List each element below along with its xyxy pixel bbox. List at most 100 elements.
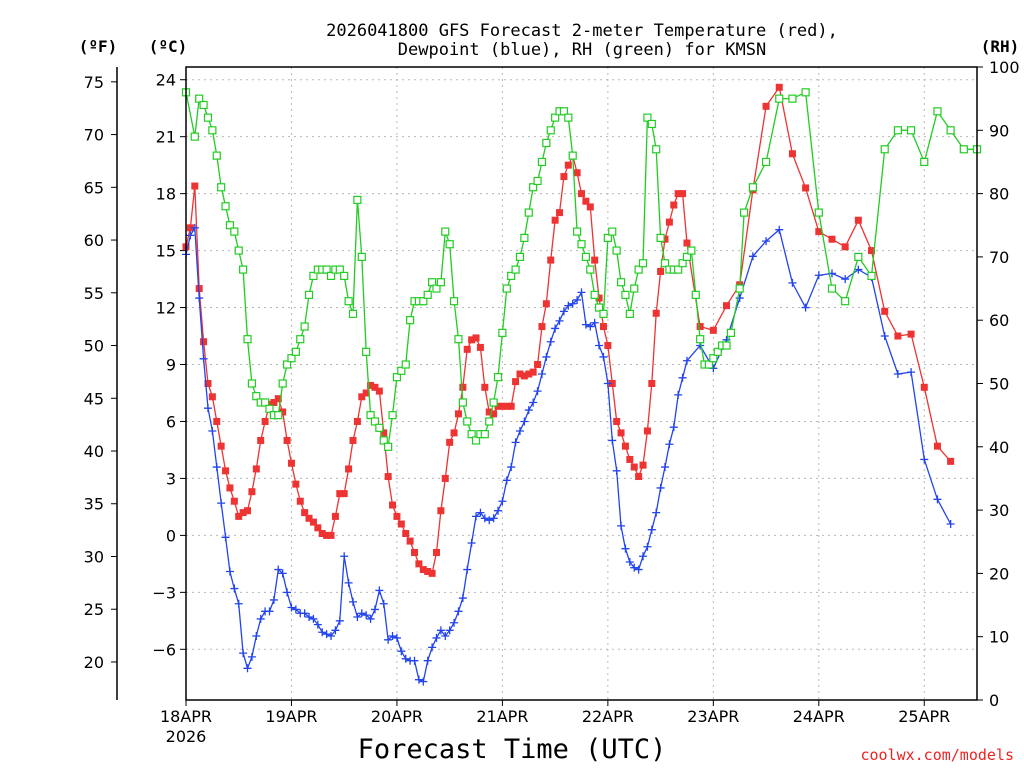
- temperature-point: [670, 201, 678, 209]
- temperature-point: [599, 323, 607, 331]
- temperature-series: [182, 83, 955, 577]
- temperature-point: [542, 300, 550, 308]
- temperature-point: [643, 427, 651, 435]
- dewpoint-point: [775, 225, 784, 234]
- dewpoint-point: [208, 426, 217, 435]
- temperature-point: [257, 436, 265, 444]
- temperature-point: [415, 560, 423, 568]
- dewpoint-point: [331, 626, 340, 635]
- celsius-tick-label: −3: [152, 583, 176, 602]
- temperature-point: [402, 529, 410, 537]
- temperature-point: [222, 467, 230, 475]
- celsius-axis: 24 21 18 15 12 9 6 3 0 −3 −6: [152, 71, 186, 659]
- temperature-point: [709, 326, 717, 334]
- relative-humidity-point: [577, 240, 586, 249]
- relative-humidity-point: [801, 88, 810, 97]
- dewpoint-point: [639, 552, 648, 561]
- temperature-point: [696, 323, 704, 331]
- relative-humidity-point: [384, 442, 393, 451]
- chart-title: 2026041800 GFS Forecast 2-meter Temperat…: [326, 21, 838, 41]
- temperature-point: [828, 235, 836, 243]
- relative-humidity-point: [524, 208, 533, 217]
- relative-humidity-point: [713, 347, 722, 356]
- relative-humidity-point: [515, 252, 525, 261]
- relative-humidity-point: [590, 290, 599, 299]
- temperature-point: [639, 461, 647, 469]
- dewpoint-point: [414, 675, 423, 684]
- relative-humidity-point: [893, 126, 903, 135]
- data-series: [181, 83, 982, 686]
- relative-humidity-point: [217, 183, 226, 192]
- chart-subtitle: Dewpoint (blue), RH (green) for KMSN: [398, 40, 766, 60]
- temperature-point: [507, 402, 515, 410]
- celsius-unit-label: (ºC): [149, 37, 188, 56]
- dewpoint-point: [353, 613, 362, 622]
- relative-humidity-point: [261, 398, 270, 407]
- fahrenheit-tick-label: 45: [84, 389, 104, 408]
- dewpoint-point: [256, 614, 265, 623]
- temperature-point: [679, 190, 687, 198]
- dewpoint-point: [239, 649, 248, 658]
- temperature-point: [920, 383, 928, 391]
- dewpoint-point: [401, 654, 410, 663]
- dewpoint-point: [397, 647, 406, 656]
- relative-humidity-point: [252, 392, 261, 401]
- dewpoint-point: [502, 476, 511, 485]
- dewpoint-point: [243, 664, 252, 673]
- date-tick-label: 23APR: [687, 707, 739, 726]
- relative-humidity-point: [933, 107, 942, 116]
- temperature-point: [591, 256, 599, 264]
- relative-humidity-point: [362, 347, 371, 356]
- gridlines: [186, 67, 977, 700]
- relative-humidity-point: [445, 240, 454, 249]
- dewpoint-point: [212, 463, 221, 472]
- relative-humidity-point: [379, 436, 388, 445]
- relative-humidity-point: [282, 360, 292, 369]
- temperature-point: [397, 520, 405, 528]
- rh-tick-label: 40: [989, 438, 1009, 457]
- dewpoint-point: [920, 455, 929, 464]
- temperature-point: [454, 410, 462, 418]
- relative-humidity-point: [674, 265, 683, 274]
- dewpoint-point: [590, 318, 599, 327]
- fahrenheit-tick-label: 55: [84, 284, 104, 303]
- temperature-point: [248, 488, 256, 496]
- rh-tick-label: 90: [989, 121, 1009, 140]
- relative-humidity-point: [696, 335, 705, 344]
- dewpoint-point: [568, 299, 577, 308]
- rh-tick-label: 70: [989, 248, 1009, 267]
- dewpoint-point: [463, 565, 472, 574]
- relative-humidity-point: [722, 341, 731, 350]
- dewpoint-point: [647, 525, 656, 534]
- relative-humidity-point: [682, 252, 692, 261]
- temperature-point: [947, 457, 955, 465]
- temperature-point: [868, 247, 876, 255]
- temperature-point: [788, 150, 796, 158]
- temperature-point: [529, 368, 537, 376]
- temperature-point: [854, 216, 862, 224]
- dewpoint-point: [634, 565, 643, 574]
- relative-humidity-point: [573, 227, 582, 236]
- relative-humidity-point: [370, 417, 380, 426]
- dewpoint-point: [221, 533, 230, 542]
- temperature-point: [907, 330, 915, 338]
- relative-humidity-point: [190, 132, 199, 141]
- relative-humidity-point: [726, 328, 736, 337]
- relative-humidity-point: [340, 271, 349, 280]
- fahrenheit-axis: 75 70 65 60 55 50 45 40 35 30 25 20: [84, 67, 118, 700]
- temperature-point: [498, 402, 506, 410]
- relative-humidity-point: [480, 430, 489, 439]
- temperature-point: [380, 429, 388, 437]
- rh-tick-label: 20: [989, 564, 1009, 583]
- temperature-point: [411, 548, 419, 556]
- temperature-point: [200, 338, 208, 346]
- date-tick-label: 20APR: [371, 707, 423, 726]
- rh-tick-label: 30: [989, 501, 1009, 520]
- relative-humidity-point: [436, 278, 445, 287]
- dewpoint-point: [340, 552, 349, 561]
- dewpoint-point: [467, 538, 476, 547]
- temperature-point: [665, 218, 673, 226]
- dewpoint-point: [278, 569, 287, 578]
- relative-humidity-point: [239, 265, 248, 274]
